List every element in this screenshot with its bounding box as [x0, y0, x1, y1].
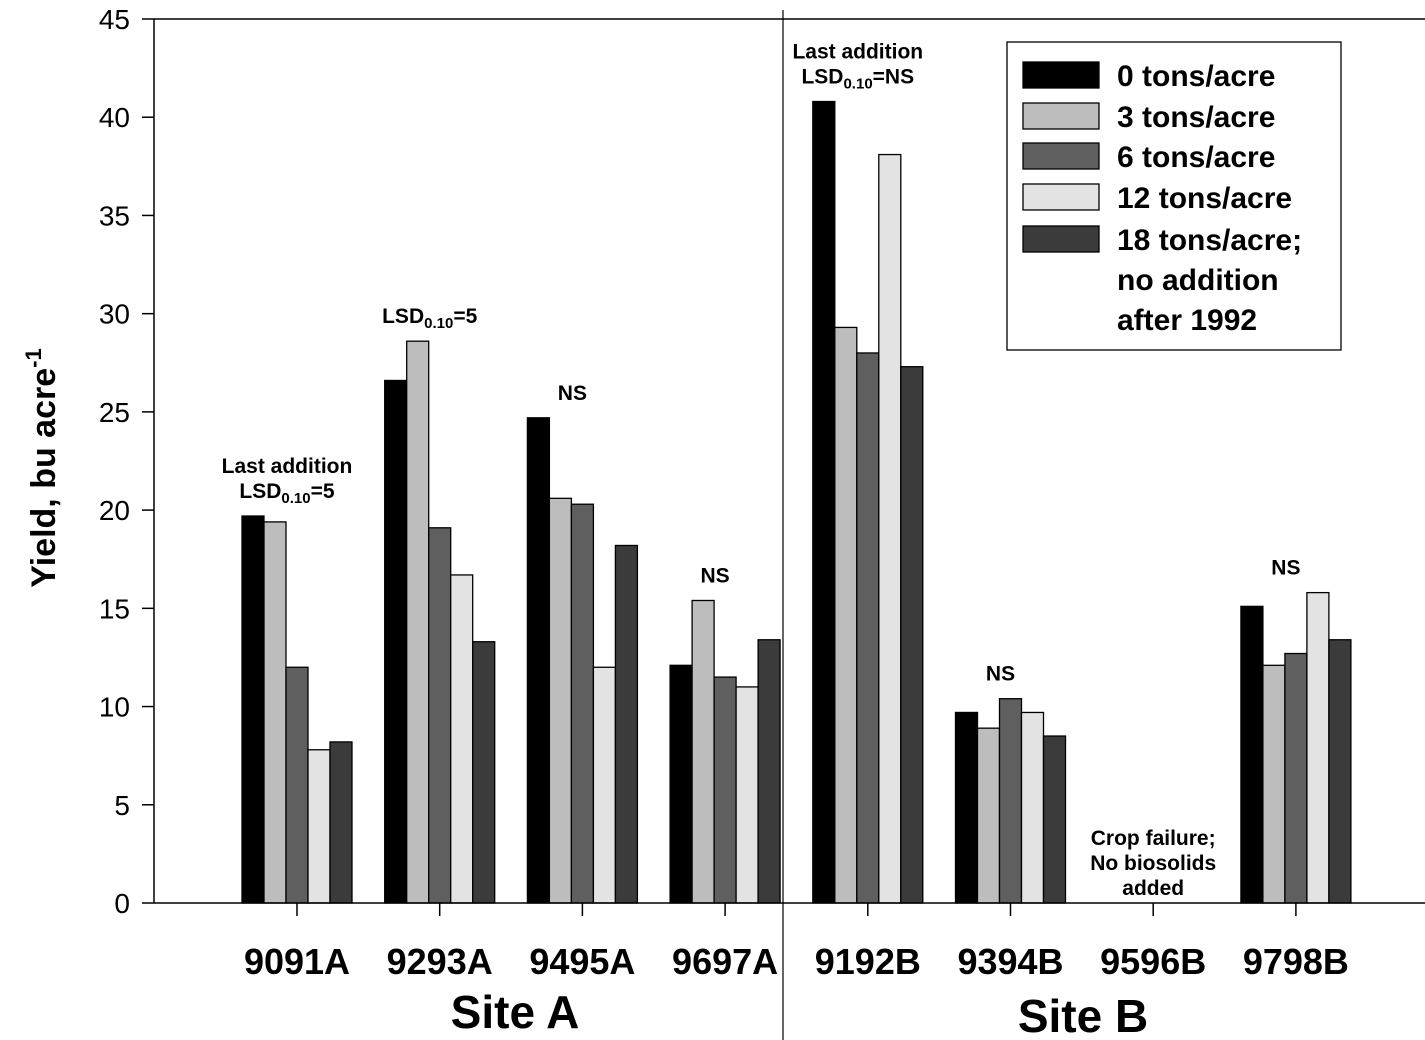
bar-9192B-s1: [834, 326, 858, 904]
group-label-0: Site A: [451, 986, 580, 1038]
axes-layer: 0 5 10 15 20 25 30 35 40 45 9091A 9293A 9495A 9697A 91…: [21, 4, 1425, 1040]
group-label-1: Site B: [1018, 990, 1148, 1040]
annotation-9495A-line0: NS: [558, 382, 587, 405]
x-tick-label-9596B: 9596B: [1100, 941, 1206, 982]
x-tick-label-9697A: 9697A: [672, 941, 778, 982]
bar-9798B-s0: [1240, 605, 1264, 904]
bar-9697A-s3: [735, 686, 759, 904]
bar-9697A-s2: [713, 676, 737, 904]
y-tick-label-35: 35: [99, 200, 130, 231]
x-tick-label-9495A: 9495A: [529, 941, 635, 982]
bar-9394B-s0: [954, 711, 979, 904]
legend-label-0-0: 0 tons/acre: [1117, 60, 1275, 93]
y-tick-label-45: 45: [99, 4, 130, 35]
x-tick-label-9394B: 9394B: [957, 941, 1063, 982]
legend: 0 tons/acre 3 tons/acre 6 tons/acre 12 tons…: [1006, 41, 1342, 351]
x-tick-label-9293A: 9293A: [387, 941, 493, 982]
legend-label-4-1: no addition: [1117, 264, 1279, 297]
bar-9091A-s3: [307, 749, 331, 904]
bar-9091A-s2: [285, 666, 309, 904]
annotation-9192B-line1: LSD0.10=NS: [801, 66, 914, 93]
bar-9293A-s4: [472, 641, 496, 904]
bar-9192B-s0: [812, 100, 836, 904]
x-tick-label-9798B: 9798B: [1243, 941, 1349, 982]
y-tick-label-15: 15: [99, 593, 130, 624]
bar-9293A-s0: [384, 379, 408, 904]
bar-9495A-s4: [614, 544, 639, 904]
y-tick-label-40: 40: [99, 102, 130, 133]
bar-9394B-s2: [998, 698, 1023, 904]
legend-swatch-3: [1022, 183, 1100, 211]
annotations-layer: Last additionLSD0.10=5LSD0.10=5NSNSLast …: [222, 41, 1301, 900]
bar-9394B-s1: [976, 727, 1001, 904]
legend-label-3-0: 12 tons/acre: [1117, 182, 1292, 215]
bar-9293A-s3: [450, 574, 474, 904]
bar-9495A-s0: [526, 417, 551, 904]
bar-9394B-s3: [1020, 711, 1045, 904]
bar-9697A-s1: [691, 599, 715, 904]
legend-swatch-2: [1022, 142, 1100, 170]
y-axis-label: Yield, bu acre-1: [21, 348, 63, 587]
bars-layer: [241, 100, 1352, 904]
legend-label-4-0: 18 tons/acre;: [1117, 224, 1302, 257]
annotation-9091A-line1: LSD0.10=5: [239, 480, 334, 507]
legend-label-2-0: 6 tons/acre: [1117, 141, 1275, 174]
y-tick-label-10: 10: [99, 692, 130, 723]
annotation-9192B-line0: Last addition: [792, 41, 923, 64]
annotation-9596B-line2: added: [1122, 877, 1184, 900]
bar-9798B-s2: [1284, 652, 1308, 904]
bar-9091A-s4: [329, 741, 353, 904]
y-tick-label-0: 0: [114, 888, 130, 919]
y-tick-label-20: 20: [99, 495, 130, 526]
bar-9495A-s1: [548, 497, 573, 904]
bar-9798B-s1: [1262, 664, 1286, 904]
bar-9293A-s1: [406, 340, 430, 904]
annotation-9596B-line1: No biosolids: [1090, 852, 1216, 875]
x-tick-label-9091A: 9091A: [244, 941, 350, 982]
bar-9192B-s3: [878, 153, 902, 904]
bar-9495A-s3: [592, 666, 617, 904]
legend-swatch-1: [1022, 102, 1100, 130]
annotation-9798B-line0: NS: [1271, 557, 1300, 580]
y-tick-label-30: 30: [99, 299, 130, 330]
bar-9394B-s4: [1042, 735, 1067, 904]
legend-label-1-0: 3 tons/acre: [1117, 101, 1275, 134]
annotation-9394B-line0: NS: [986, 663, 1015, 686]
bar-9091A-s1: [263, 521, 287, 904]
legend-swatch-0: [1022, 61, 1100, 89]
bar-9091A-s0: [241, 515, 265, 904]
annotation-9596B-line0: Crop failure;: [1091, 827, 1216, 850]
annotation-9293A-line0: LSD0.10=5: [382, 305, 477, 332]
bar-9192B-s4: [900, 366, 924, 904]
y-tick-label-25: 25: [99, 397, 130, 428]
bar-9495A-s2: [570, 503, 595, 904]
annotation-9697A-line0: NS: [701, 564, 730, 587]
bar-9697A-s0: [669, 664, 693, 904]
legend-swatch-4: [1022, 225, 1100, 253]
bar-9798B-s4: [1328, 639, 1352, 904]
bar-9192B-s2: [856, 352, 880, 904]
bar-9697A-s4: [757, 639, 781, 904]
legend-label-4-2: after 1992: [1117, 304, 1257, 337]
bar-9798B-s3: [1306, 591, 1330, 904]
annotation-9091A-line0: Last addition: [222, 455, 353, 478]
y-tick-label-5: 5: [114, 790, 130, 821]
bar-9293A-s2: [428, 527, 452, 904]
x-tick-label-9192B: 9192B: [815, 941, 921, 982]
